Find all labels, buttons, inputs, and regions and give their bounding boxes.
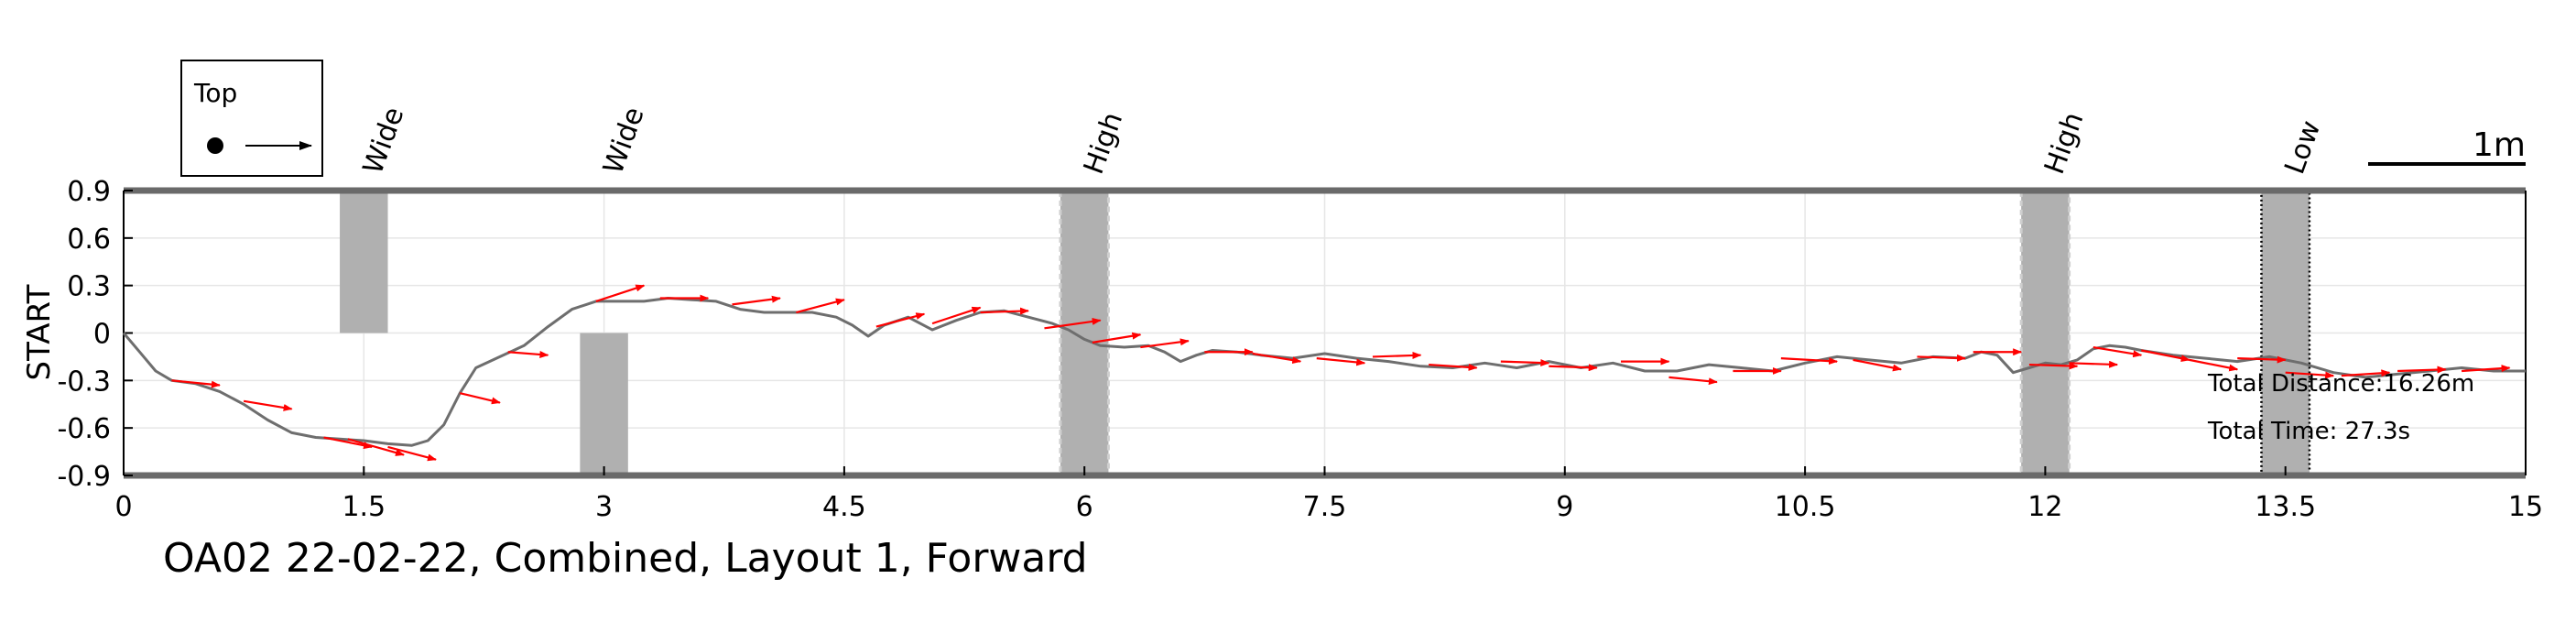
- grid-lines: [123, 190, 2527, 476]
- x-tick-label: 15: [2508, 491, 2543, 523]
- obstacle-high: [2019, 189, 2071, 477]
- x-tick-label: 13.5: [2255, 491, 2316, 523]
- direction-arrow: [1316, 357, 1366, 366]
- direction-arrow: [243, 399, 293, 411]
- direction-arrow: [1044, 317, 1102, 330]
- direction-arrow: [2189, 358, 2239, 372]
- direction-arrow: [1140, 338, 1190, 349]
- y-axis-label: START: [21, 284, 58, 380]
- direction-arrow: [2069, 360, 2119, 368]
- obstacle-label: High: [1078, 108, 1129, 179]
- direction-arrow: [1549, 364, 1598, 372]
- y-tick-label: -0.9: [57, 461, 111, 493]
- direction-arrow: [1917, 354, 1966, 362]
- y-tick-label: 0: [93, 319, 111, 351]
- direction-arrow: [1853, 358, 1903, 372]
- obstacle-high: [1059, 189, 1110, 477]
- obstacle-wide: [340, 191, 388, 333]
- direction-arrow: [459, 392, 501, 405]
- direction-arrow: [980, 307, 1029, 315]
- obstacle-label: Wide: [597, 103, 650, 178]
- direction-arrow: [796, 298, 845, 314]
- trajectory-line: [122, 297, 2526, 447]
- direction-arrow: [2237, 355, 2287, 364]
- total-distance-text: Total Distance:16.26m: [2207, 370, 2474, 398]
- y-tick-label: -0.3: [57, 366, 111, 398]
- obstacle-low: [2260, 189, 2311, 477]
- direction-arrow: [1429, 363, 1478, 371]
- direction-arrow: [1500, 359, 1550, 367]
- direction-arrow: [1780, 357, 1839, 366]
- x-tick-label: 6: [1076, 491, 1093, 523]
- direction-arrow: [595, 284, 646, 302]
- direction-arrow: [1668, 376, 1718, 386]
- x-tick-label: 12: [2027, 491, 2062, 523]
- legend-title: Top: [193, 78, 237, 108]
- direction-arrow: [171, 379, 221, 388]
- x-tick-label: 3: [595, 491, 613, 523]
- x-tick-label: 4.5: [822, 491, 866, 523]
- x-tick-label: 1.5: [342, 491, 386, 523]
- y-tick-label: 0.3: [67, 271, 111, 303]
- direction-arrow: [875, 312, 926, 328]
- y-tick-label: -0.6: [57, 413, 111, 445]
- obstacle-label: High: [2038, 108, 2090, 179]
- direction-arrow: [2397, 366, 2447, 374]
- direction-arrow: [1092, 332, 1142, 344]
- total-time-text: Total Time: 27.3s: [2207, 418, 2410, 445]
- direction-arrow: [2285, 371, 2335, 379]
- obstacle-label: Wide: [357, 103, 410, 178]
- obstacles: [340, 189, 2311, 477]
- x-tick-label: 7.5: [1303, 491, 1347, 523]
- direction-arrow: [2028, 362, 2079, 370]
- direction-arrow: [347, 438, 405, 456]
- direction-arrow: [323, 436, 374, 450]
- direction-arrow: [2341, 369, 2391, 377]
- scale-bar-label: 1m: [2473, 126, 2526, 164]
- legend-box: [180, 60, 323, 177]
- x-tick-label: 9: [1556, 491, 1573, 523]
- direction-arrow: [507, 350, 549, 358]
- scale-bar: 1m: [2368, 126, 2526, 166]
- direction-arrows: [171, 284, 2511, 462]
- direction-arrow: [931, 306, 982, 325]
- legend: Top: [180, 60, 323, 177]
- obstacle-wide: [580, 333, 628, 475]
- direction-arrow: [732, 295, 781, 306]
- trajectory: [122, 297, 2526, 447]
- direction-arrow: [1252, 352, 1302, 365]
- direction-arrow: [2141, 349, 2190, 363]
- direction-arrow: [2092, 345, 2143, 358]
- direction-arrow: [2461, 365, 2511, 373]
- x-tick-label: 10.5: [1775, 491, 1836, 523]
- y-tick-label: 0.6: [67, 224, 111, 256]
- direction-arrow: [387, 445, 437, 462]
- direction-arrow: [1372, 351, 1422, 359]
- y-tick-label: 0.9: [67, 176, 111, 208]
- tick-labels: Wide Wide High High Low 0 1.5 3 4.5 6 7.5 9 10.5 12 13…: [57, 103, 2543, 523]
- obstacle-label: Low: [2278, 116, 2327, 178]
- x-tick-label: 0: [114, 491, 132, 523]
- chart-title: OA02 22-02-22, Combined, Layout 1, Forwa…: [163, 535, 1088, 582]
- legend-dot-icon: [207, 137, 223, 154]
